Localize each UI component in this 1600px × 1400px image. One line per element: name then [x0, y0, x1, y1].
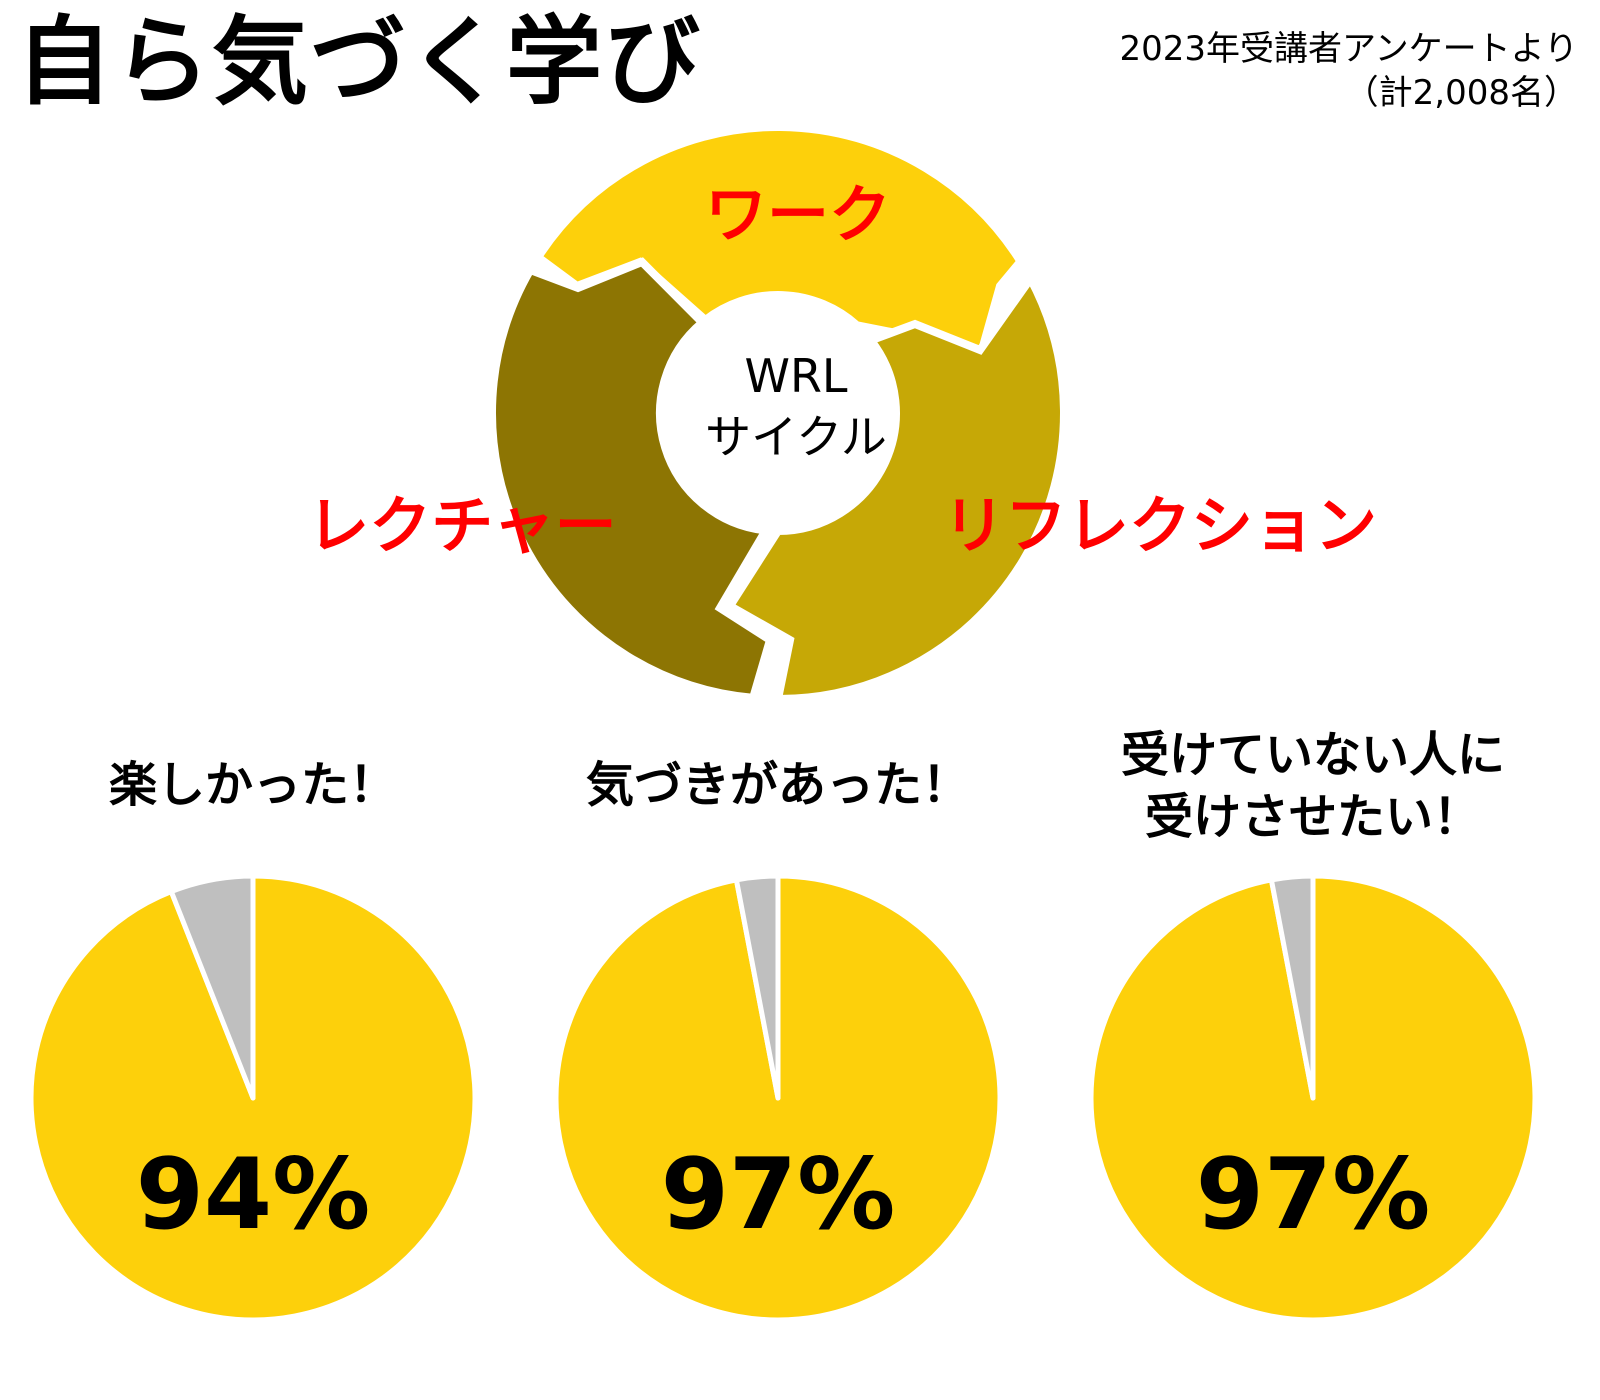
pie-value-label: 97% — [660, 1138, 896, 1252]
cycle-label-reflection: リフレクション — [942, 489, 1378, 562]
pie-heading-enjoyed: 楽しかった！ — [109, 754, 397, 816]
page-title: 自ら気づく学び — [16, 6, 702, 118]
pie-chart-enjoyed — [28, 873, 478, 1323]
cycle-center-disc — [660, 297, 896, 533]
pie-heading-line: 気づきがあった！ — [585, 757, 971, 813]
pie-heading-insight: 気づきがあった！ — [586, 754, 970, 816]
pie-value-label: 97% — [1195, 1138, 1431, 1252]
cycle-center-line-2: サイクル — [705, 409, 887, 464]
cycle-label-lecture: レクチャー — [307, 489, 617, 562]
cycle-label-work: ワーク — [704, 178, 892, 251]
pie-heading-line: 受けさせたい！ — [1144, 789, 1482, 846]
pie-slice-other — [733, 873, 781, 1101]
pie-chart-insight — [553, 873, 1003, 1323]
pie-heading-recommend: 受けていない人に 受けさせたい！ — [1121, 724, 1505, 849]
cycle-center-line-1: WRL — [744, 349, 848, 403]
pie-heading-line: 受けていない人に — [1120, 727, 1506, 783]
pie-heading-line: 楽しかった！ — [108, 757, 398, 813]
survey-source-note: 2023年受講者アンケートより （計2,008名） — [1120, 28, 1579, 115]
pie-chart-recommend — [1088, 873, 1538, 1323]
wrl-cycle-diagram — [492, 122, 1064, 699]
cycle-segment-work — [532, 122, 1026, 355]
cycle-center-label: WRL サイクル — [705, 346, 887, 467]
pie-slice-other — [168, 873, 256, 1101]
survey-source-line-1: 2023年受講者アンケートより — [1119, 29, 1579, 69]
pie-slice-other — [1268, 873, 1316, 1101]
pie-value-label: 94% — [135, 1138, 371, 1252]
survey-source-line-2: （計2,008名） — [1344, 72, 1578, 113]
